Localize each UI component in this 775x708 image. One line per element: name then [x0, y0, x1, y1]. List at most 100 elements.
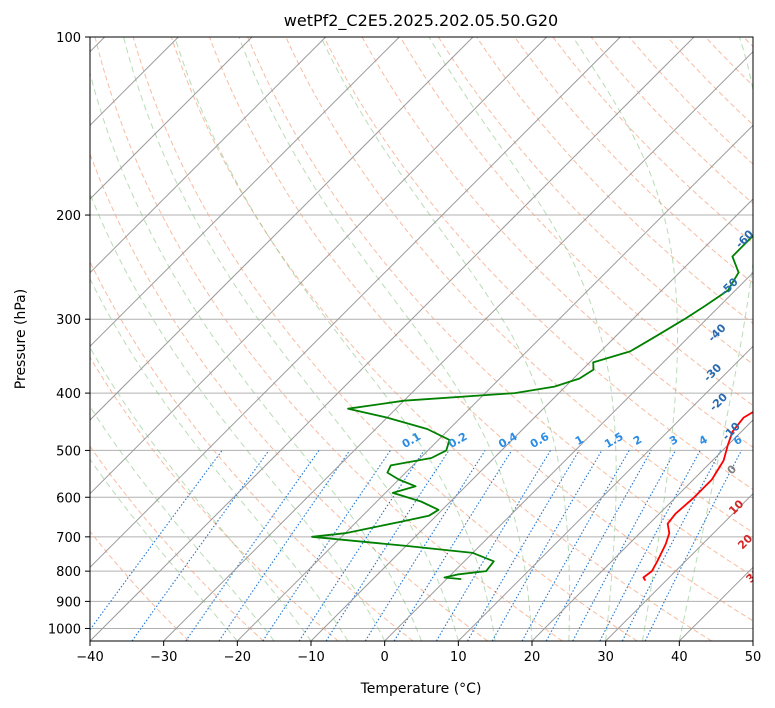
mixing-ratio-label: 0.6 — [528, 430, 552, 451]
mixing-ratio-label: 1 — [573, 433, 586, 448]
dewpoint-profile-line — [311, 234, 753, 580]
dry-adiabat — [90, 260, 414, 641]
isotherm-label: -20 — [707, 390, 730, 413]
moist-adiabat — [572, 37, 678, 641]
dry-adiabat — [552, 37, 753, 244]
y-tick-label: 900 — [56, 595, 81, 610]
x-tick-label: 10 — [450, 650, 467, 665]
isotherm-label: -40 — [705, 321, 728, 344]
mixing-ratio-line — [393, 450, 513, 641]
isotherm-label: 0 — [725, 462, 740, 477]
mixing-ratio-line — [218, 450, 351, 641]
plot-labels: -100-90-80-70-60-50-40-30-20-10010203040… — [400, 176, 775, 619]
y-tick-label: 300 — [56, 313, 81, 328]
isotherm-line — [90, 37, 548, 495]
dry-adiabat — [590, 37, 753, 205]
x-tick-label: 50 — [745, 650, 762, 665]
mixing-ratio-line — [521, 450, 630, 641]
dry-adiabat — [132, 37, 638, 641]
mixing-ratio-label: 0.4 — [496, 430, 520, 451]
dry-adiabat — [94, 37, 563, 641]
dry-adiabat — [247, 37, 753, 577]
mixing-ratio-line — [131, 450, 270, 641]
dry-adiabat — [170, 37, 712, 641]
dry-adiabat — [90, 356, 339, 641]
isotherm-label: -30 — [701, 361, 724, 384]
plot-marks — [311, 234, 753, 582]
isotherm-line — [752, 640, 753, 641]
mixing-ratio-line — [491, 450, 603, 641]
dry-adiabat — [743, 37, 753, 48]
mixing-ratio-label: 6 — [731, 433, 744, 448]
mixing-ratio-label: 4 — [697, 433, 710, 448]
isotherm-line — [310, 198, 753, 641]
mixing-ratio-label: 3 — [667, 433, 680, 448]
moist-adiabat — [90, 405, 275, 641]
x-tick-label: 30 — [597, 650, 614, 665]
x-axis-label: Temperature (°C) — [360, 681, 482, 697]
isotherm-line — [457, 345, 753, 641]
moist-adiabat — [90, 277, 349, 641]
isotherm-label: 20 — [735, 532, 755, 552]
dry-adiabat — [90, 530, 190, 641]
isotherm-line — [605, 492, 753, 641]
x-tick-label: −20 — [224, 650, 251, 665]
isotherm-label: -70 — [751, 176, 774, 199]
moist-adiabat — [123, 37, 459, 641]
isotherm-line — [531, 419, 753, 641]
y-tick-label: 100 — [56, 31, 81, 46]
y-tick-label: 400 — [56, 387, 81, 402]
mixing-ratio-label: 8 — [763, 433, 775, 448]
plot-frame — [89, 36, 754, 642]
moist-adiabat — [238, 37, 533, 641]
moist-adiabat — [90, 458, 238, 641]
moist-adiabat — [428, 37, 617, 641]
mixing-ratio-line — [599, 450, 701, 641]
mixing-ratio-line — [572, 450, 676, 641]
mixing-ratio-line — [621, 450, 722, 641]
x-tick-label: −10 — [297, 650, 324, 665]
isotherm-line — [236, 124, 753, 641]
x-axis: −40 −30 −20 −10 0 10 20 30 40 50 — [76, 641, 761, 665]
moist-adiabat — [174, 37, 496, 641]
isotherm-label: 40 — [754, 599, 774, 619]
x-tick-label: −30 — [150, 650, 177, 665]
dry-adiabat — [90, 445, 264, 641]
mixing-ratio-line — [298, 450, 425, 641]
mixing-ratio-line — [644, 450, 742, 641]
x-tick-label: 40 — [671, 650, 688, 665]
x-tick-label: 0 — [381, 650, 389, 665]
isotherm-line — [90, 37, 474, 421]
isotherm-label: 30 — [744, 565, 764, 585]
dry-adiabat — [285, 37, 753, 534]
mixing-ratio-label: 2 — [631, 433, 644, 448]
x-tick-label: 20 — [524, 650, 541, 665]
mixing-ratio-line — [90, 450, 223, 631]
isotherm-line — [678, 566, 753, 641]
isotherm-line — [90, 37, 327, 274]
mixing-ratio-line — [262, 450, 391, 641]
mixing-ratio-label: 0.2 — [446, 430, 469, 451]
y-axis: 100 200 300 400 500 600 700 800 900 1000 — [48, 31, 90, 637]
dry-adiabat — [437, 37, 753, 365]
moist-adiabat — [320, 37, 570, 641]
dry-adiabat — [209, 37, 753, 622]
y-axis-label: Pressure (hPa) — [13, 289, 29, 389]
mixing-ratio-label: 1.5 — [602, 430, 625, 451]
dry-adiabat — [90, 152, 488, 641]
mixing-ratio-label: 0.1 — [400, 430, 423, 451]
moist-adiabat — [90, 346, 312, 641]
isotherm-line — [163, 50, 753, 641]
mixing-ratio-line — [364, 450, 486, 641]
isotherm-line — [90, 37, 400, 348]
y-tick-label: 500 — [56, 444, 81, 459]
y-tick-label: 800 — [56, 565, 81, 580]
mixing-ratio-line — [325, 450, 450, 641]
y-tick-label: 600 — [56, 491, 81, 506]
dry-adiabat — [399, 37, 753, 407]
dry-adiabat — [323, 37, 753, 491]
y-tick-label: 200 — [56, 209, 81, 224]
y-tick-label: 700 — [56, 531, 81, 546]
mixing-ratio-line — [545, 450, 652, 641]
